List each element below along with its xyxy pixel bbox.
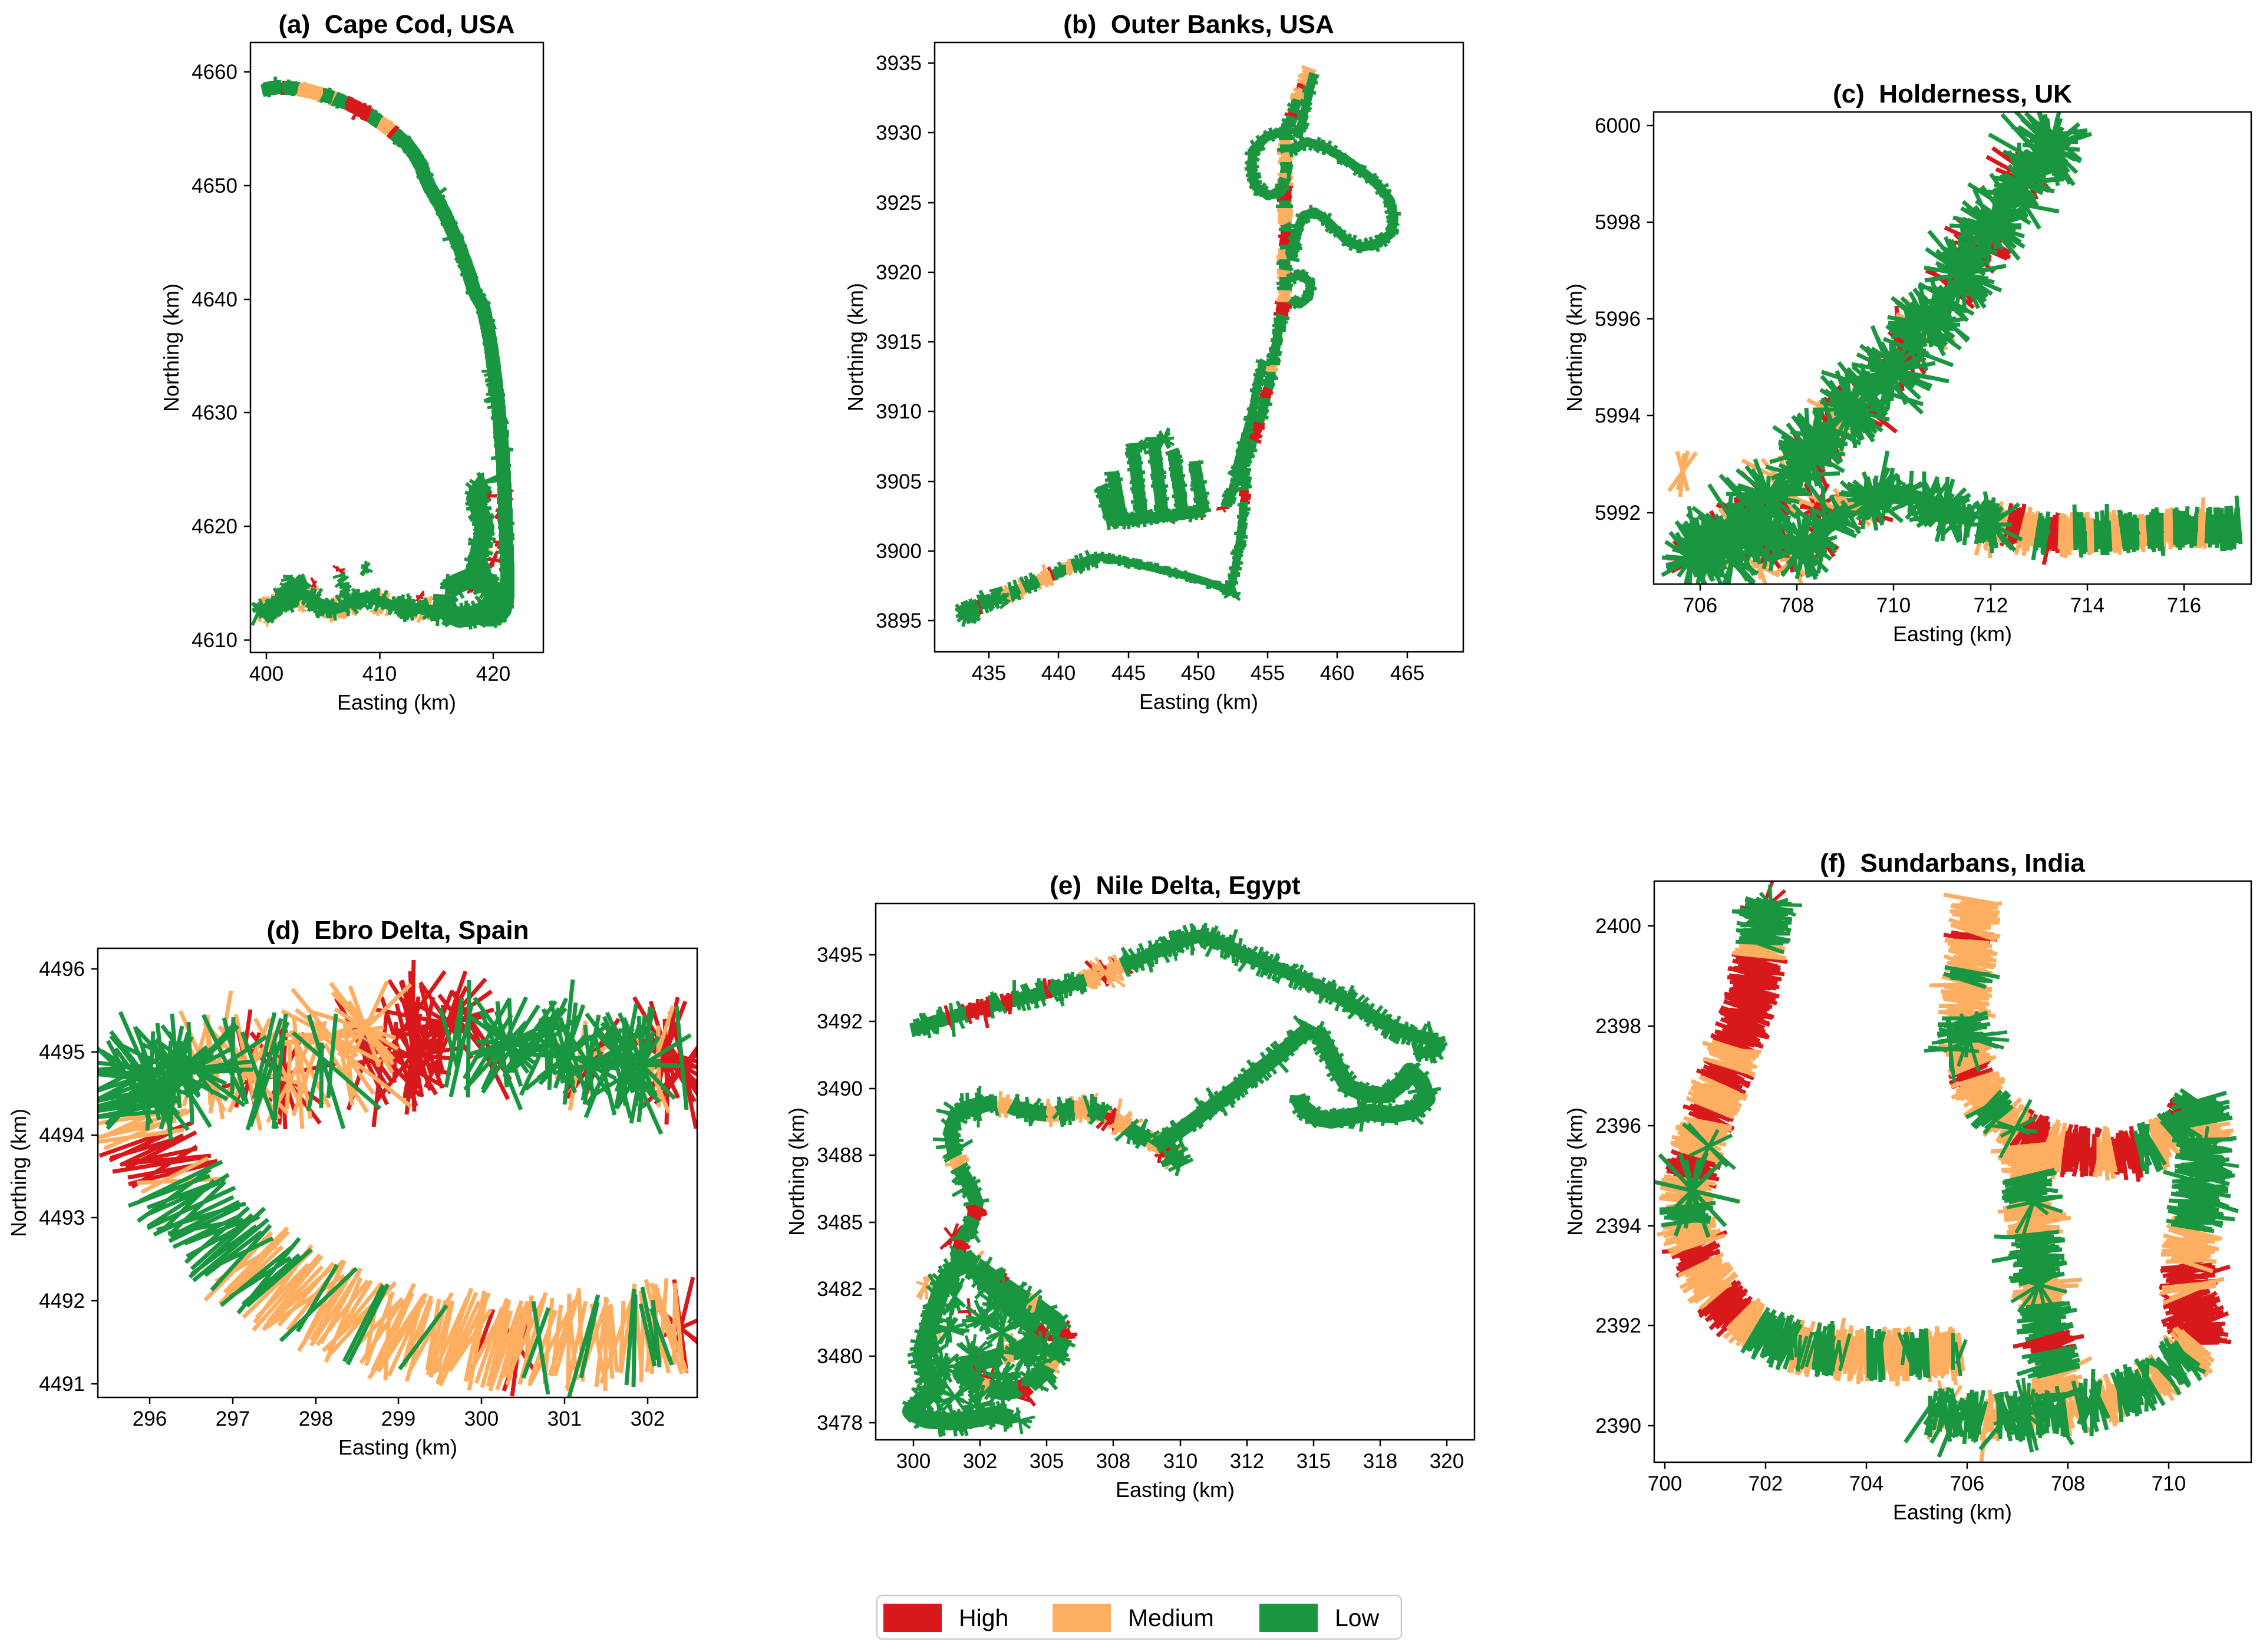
svg-text:460: 460 bbox=[1320, 662, 1354, 685]
svg-text:Easting (km): Easting (km) bbox=[1893, 1500, 2012, 1524]
svg-text:Medium: Medium bbox=[1128, 1604, 1214, 1631]
svg-text:708: 708 bbox=[1780, 594, 1814, 617]
svg-text:Northing (km): Northing (km) bbox=[784, 1107, 809, 1236]
svg-text:2394: 2394 bbox=[1595, 1215, 1641, 1238]
svg-text:(f) Sundarbans, India: (f) Sundarbans, India bbox=[1820, 849, 2085, 878]
svg-text:4640: 4640 bbox=[192, 288, 237, 311]
svg-text:Northing (km): Northing (km) bbox=[1562, 283, 1586, 412]
svg-text:3920: 3920 bbox=[876, 261, 922, 284]
svg-text:702: 702 bbox=[1749, 1472, 1783, 1495]
svg-text:4630: 4630 bbox=[192, 401, 237, 424]
svg-text:3905: 3905 bbox=[876, 470, 922, 493]
svg-text:4496: 4496 bbox=[39, 958, 85, 981]
svg-text:465: 465 bbox=[1390, 662, 1424, 685]
svg-text:4494: 4494 bbox=[39, 1124, 85, 1147]
svg-text:2392: 2392 bbox=[1595, 1314, 1641, 1337]
svg-text:3480: 3480 bbox=[817, 1345, 863, 1368]
svg-text:706: 706 bbox=[1950, 1472, 1984, 1495]
svg-text:(c) Holderness, UK: (c) Holderness, UK bbox=[1833, 80, 2072, 108]
svg-text:4660: 4660 bbox=[192, 61, 237, 84]
svg-text:310: 310 bbox=[1163, 1450, 1198, 1473]
svg-text:4610: 4610 bbox=[192, 629, 237, 652]
svg-text:3925: 3925 bbox=[876, 192, 922, 215]
svg-text:High: High bbox=[959, 1604, 1008, 1631]
svg-text:706: 706 bbox=[1683, 594, 1717, 617]
svg-text:420: 420 bbox=[476, 662, 510, 685]
svg-text:301: 301 bbox=[547, 1407, 582, 1430]
svg-text:302: 302 bbox=[631, 1407, 665, 1430]
svg-text:3478: 3478 bbox=[817, 1412, 863, 1435]
svg-text:714: 714 bbox=[2070, 594, 2104, 617]
svg-text:315: 315 bbox=[1297, 1450, 1331, 1473]
svg-text:5996: 5996 bbox=[1595, 308, 1641, 331]
svg-text:5994: 5994 bbox=[1595, 404, 1641, 427]
svg-text:(b) Outer Banks, USA: (b) Outer Banks, USA bbox=[1063, 10, 1334, 39]
svg-text:296: 296 bbox=[133, 1407, 167, 1430]
svg-text:5992: 5992 bbox=[1595, 502, 1641, 525]
svg-text:4620: 4620 bbox=[192, 515, 237, 538]
svg-text:3895: 3895 bbox=[876, 609, 922, 632]
svg-text:Northing (km): Northing (km) bbox=[159, 283, 183, 412]
svg-text:716: 716 bbox=[2167, 594, 2201, 617]
svg-text:450: 450 bbox=[1181, 662, 1215, 685]
svg-text:300: 300 bbox=[464, 1407, 499, 1430]
svg-text:712: 712 bbox=[1974, 594, 2008, 617]
svg-text:4495: 4495 bbox=[39, 1041, 85, 1064]
svg-text:308: 308 bbox=[1096, 1450, 1130, 1473]
svg-text:2396: 2396 bbox=[1595, 1114, 1641, 1137]
svg-text:4493: 4493 bbox=[39, 1206, 85, 1229]
svg-text:(e) Nile Delta, Egypt: (e) Nile Delta, Egypt bbox=[1050, 871, 1301, 900]
svg-text:298: 298 bbox=[299, 1407, 333, 1430]
svg-text:710: 710 bbox=[2152, 1472, 2186, 1495]
svg-text:3495: 3495 bbox=[817, 944, 863, 967]
svg-text:305: 305 bbox=[1030, 1450, 1064, 1473]
svg-text:440: 440 bbox=[1041, 662, 1076, 685]
svg-text:320: 320 bbox=[1430, 1450, 1464, 1473]
svg-text:4650: 4650 bbox=[192, 174, 237, 197]
svg-text:Easting (km): Easting (km) bbox=[338, 1435, 457, 1459]
svg-text:700: 700 bbox=[1648, 1472, 1682, 1495]
svg-text:299: 299 bbox=[381, 1407, 415, 1430]
svg-text:Easting (km): Easting (km) bbox=[1139, 690, 1258, 714]
svg-text:710: 710 bbox=[1876, 594, 1911, 617]
svg-text:Low: Low bbox=[1335, 1604, 1380, 1631]
svg-text:297: 297 bbox=[216, 1407, 250, 1430]
svg-text:3900: 3900 bbox=[876, 540, 922, 563]
svg-text:2398: 2398 bbox=[1595, 1015, 1641, 1038]
svg-text:4492: 4492 bbox=[39, 1290, 85, 1313]
svg-text:(d) Ebro Delta, Spain: (d) Ebro Delta, Spain bbox=[267, 916, 529, 945]
svg-text:300: 300 bbox=[896, 1450, 931, 1473]
svg-text:3490: 3490 bbox=[817, 1077, 863, 1100]
svg-text:704: 704 bbox=[1849, 1472, 1883, 1495]
svg-text:Northing (km): Northing (km) bbox=[1563, 1107, 1587, 1236]
svg-text:312: 312 bbox=[1230, 1450, 1264, 1473]
svg-text:3492: 3492 bbox=[817, 1010, 863, 1033]
svg-text:3488: 3488 bbox=[817, 1144, 863, 1167]
svg-text:435: 435 bbox=[972, 662, 1006, 685]
svg-text:3910: 3910 bbox=[876, 400, 922, 423]
svg-text:3485: 3485 bbox=[817, 1211, 863, 1234]
svg-text:445: 445 bbox=[1111, 662, 1146, 685]
svg-text:318: 318 bbox=[1363, 1450, 1397, 1473]
svg-text:Easting (km): Easting (km) bbox=[337, 690, 456, 714]
svg-text:410: 410 bbox=[362, 662, 397, 685]
svg-text:5998: 5998 bbox=[1595, 211, 1641, 234]
svg-text:6000: 6000 bbox=[1595, 114, 1641, 137]
svg-text:3935: 3935 bbox=[876, 52, 922, 75]
svg-text:455: 455 bbox=[1251, 662, 1285, 685]
svg-text:3482: 3482 bbox=[817, 1278, 863, 1301]
svg-text:400: 400 bbox=[249, 662, 283, 685]
svg-text:2400: 2400 bbox=[1595, 915, 1641, 938]
svg-text:(a) Cape Cod, USA: (a) Cape Cod, USA bbox=[279, 10, 515, 39]
svg-text:3915: 3915 bbox=[876, 331, 922, 354]
svg-text:Easting (km): Easting (km) bbox=[1116, 1478, 1235, 1502]
svg-text:302: 302 bbox=[963, 1450, 997, 1473]
svg-text:3930: 3930 bbox=[876, 121, 922, 144]
svg-text:Northing (km): Northing (km) bbox=[843, 283, 867, 411]
svg-text:708: 708 bbox=[2051, 1472, 2085, 1495]
svg-text:4491: 4491 bbox=[39, 1373, 85, 1396]
svg-text:Easting (km): Easting (km) bbox=[1893, 622, 2012, 646]
svg-text:Northing (km): Northing (km) bbox=[6, 1109, 31, 1237]
svg-text:2390: 2390 bbox=[1595, 1414, 1641, 1437]
